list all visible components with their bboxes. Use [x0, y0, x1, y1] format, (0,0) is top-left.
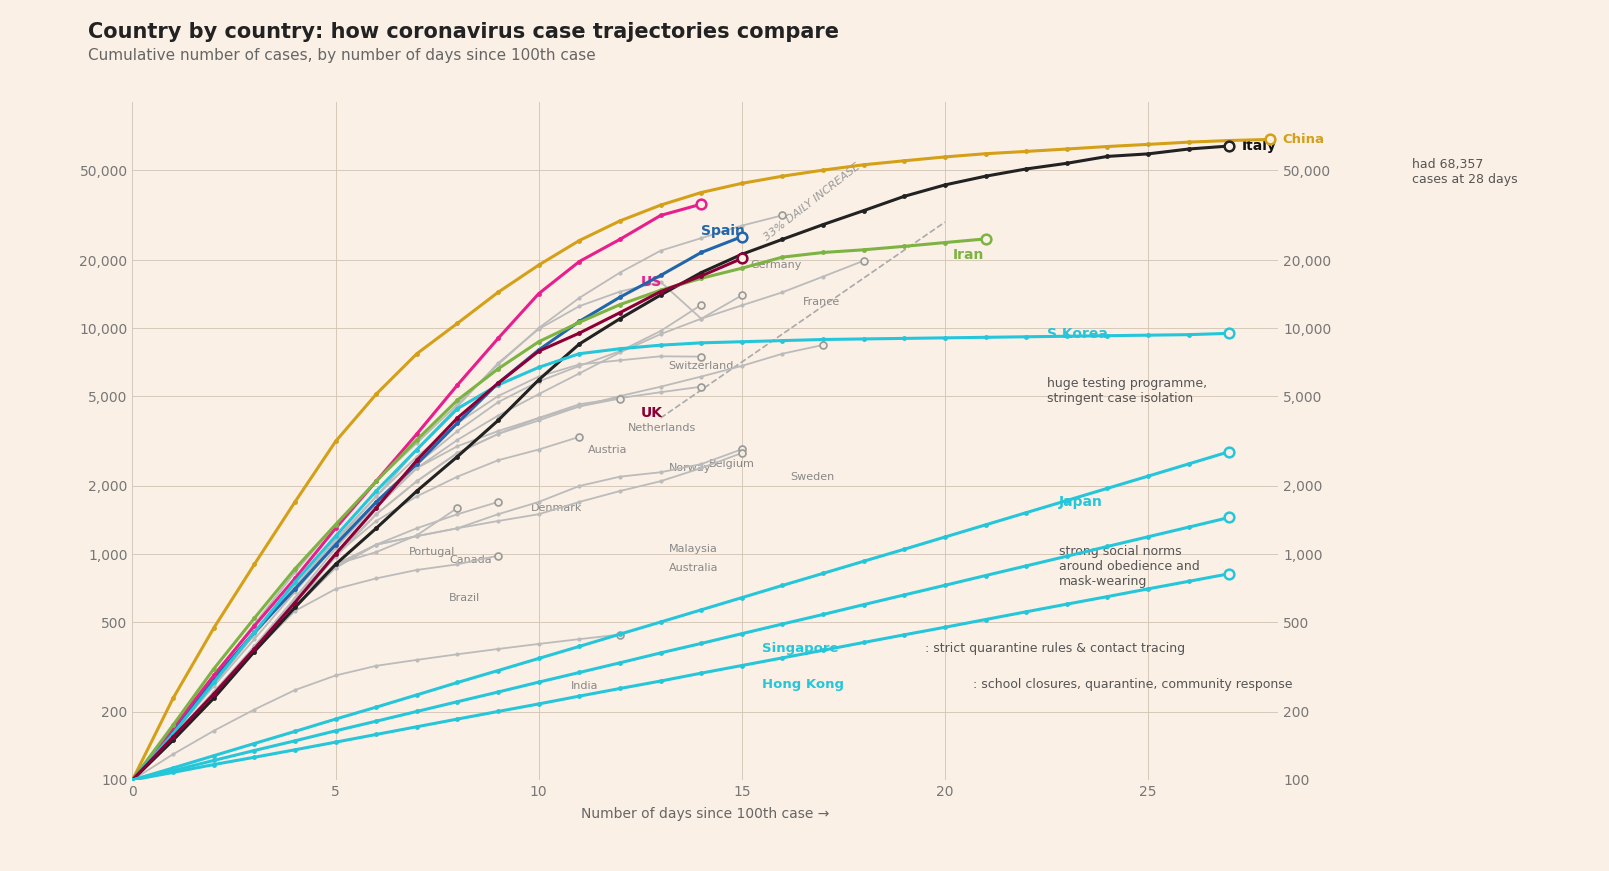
Text: S Korea: S Korea	[1046, 327, 1107, 341]
Text: UK: UK	[640, 406, 663, 420]
Text: India: India	[571, 681, 599, 692]
Text: huge testing programme,
stringent case isolation: huge testing programme, stringent case i…	[1046, 377, 1207, 405]
Text: US: US	[640, 275, 661, 289]
Text: France: France	[803, 297, 840, 307]
Text: Italy: Italy	[1242, 139, 1276, 153]
Text: Iran: Iran	[953, 248, 985, 262]
Text: Switzerland: Switzerland	[669, 361, 734, 371]
Text: Belgium: Belgium	[710, 459, 755, 469]
Text: Sweden: Sweden	[790, 471, 835, 482]
Text: : school closures, quarantine, community response: : school closures, quarantine, community…	[973, 678, 1294, 691]
Text: Canada: Canada	[449, 555, 492, 565]
Text: Norway: Norway	[669, 463, 711, 473]
Text: Brazil: Brazil	[449, 593, 481, 603]
Text: Cumulative number of cases, by number of days since 100th case: Cumulative number of cases, by number of…	[88, 48, 597, 63]
Text: Singapore: Singapore	[763, 643, 838, 656]
Text: Portugal: Portugal	[409, 547, 455, 557]
Text: strong social norms
around obedience and
mask-wearing: strong social norms around obedience and…	[1059, 544, 1199, 588]
Text: Netherlands: Netherlands	[628, 423, 697, 433]
Text: Hong Kong: Hong Kong	[763, 678, 845, 691]
Text: China: China	[1282, 133, 1324, 146]
Text: Japan: Japan	[1059, 495, 1102, 509]
Text: : strict quarantine rules & contact tracing: : strict quarantine rules & contact trac…	[925, 643, 1184, 656]
Text: Spain: Spain	[702, 224, 745, 238]
Text: Australia: Australia	[669, 563, 718, 572]
Text: Germany: Germany	[750, 260, 801, 270]
Text: 33% DAILY INCREASE: 33% DAILY INCREASE	[763, 162, 862, 243]
Text: Malaysia: Malaysia	[669, 544, 718, 554]
Text: had 68,357
cases at 28 days: had 68,357 cases at 28 days	[1413, 158, 1517, 186]
X-axis label: Number of days since 100th case →: Number of days since 100th case →	[581, 807, 830, 821]
Text: Denmark: Denmark	[531, 503, 582, 513]
Text: Austria: Austria	[587, 444, 628, 455]
Text: Country by country: how coronavirus case trajectories compare: Country by country: how coronavirus case…	[88, 22, 840, 42]
